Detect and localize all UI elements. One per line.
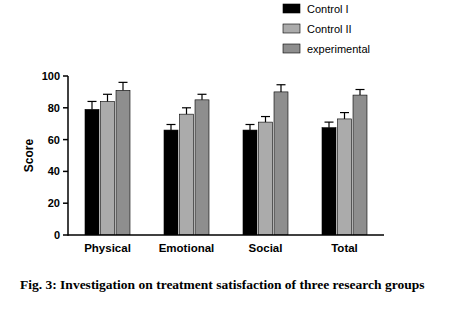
error-cap (182, 107, 191, 108)
error-stem (359, 90, 360, 96)
legend: Control I Control II experimental (283, 3, 370, 55)
error-stem (201, 94, 202, 100)
y-tick-label: 80 (48, 102, 60, 114)
y-tick (63, 202, 68, 204)
x-axis (68, 234, 384, 236)
bar (195, 100, 209, 235)
legend-swatch (283, 4, 300, 13)
y-tick-label: 0 (54, 229, 60, 241)
y-axis (67, 76, 69, 236)
error-cap (356, 89, 365, 90)
error-stem (249, 124, 250, 130)
error-bar (340, 113, 349, 119)
bar (116, 90, 130, 235)
y-tick (63, 234, 68, 236)
error-cap (246, 124, 255, 125)
error-cap (340, 112, 349, 113)
error-stem (107, 94, 108, 101)
legend-swatch (283, 24, 300, 33)
bar (274, 92, 288, 235)
y-tick-label: 100 (42, 70, 60, 82)
legend-label: Control II (307, 23, 352, 35)
x-tick-label: Physical (84, 242, 131, 254)
error-bar (261, 117, 270, 123)
error-bar (103, 94, 112, 101)
error-bar (167, 124, 176, 130)
error-bar (356, 90, 365, 96)
error-stem (186, 108, 187, 114)
y-tick-label: 60 (48, 134, 60, 146)
error-stem (265, 117, 266, 123)
error-cap (325, 122, 334, 123)
bar (180, 114, 194, 235)
bar (338, 119, 352, 235)
error-cap (167, 124, 176, 125)
error-stem (91, 101, 92, 109)
legend-label: Control I (307, 3, 349, 15)
y-tick-label: 40 (48, 165, 60, 177)
error-bar (325, 122, 334, 128)
error-stem (280, 85, 281, 92)
error-stem (344, 113, 345, 119)
bar (259, 122, 273, 235)
legend-label: experimental (307, 43, 370, 55)
x-tick-label: Social (249, 242, 283, 254)
error-cap (261, 116, 270, 117)
error-cap (277, 84, 286, 85)
error-bar (88, 101, 97, 109)
bar (101, 101, 115, 235)
bar (85, 109, 99, 235)
x-tick-label: Emotional (159, 242, 215, 254)
bars (85, 82, 367, 235)
error-stem (122, 82, 123, 90)
error-bar (182, 108, 191, 114)
y-tick (63, 171, 68, 173)
y-tick (63, 107, 68, 109)
error-stem (328, 122, 329, 128)
chart: 0 20 40 60 80 100 Physical Emotional Social Total… (0, 0, 451, 320)
error-bar (277, 85, 286, 92)
error-cap (88, 101, 97, 102)
error-stem (170, 124, 171, 130)
x-tick-label: Total (331, 242, 358, 254)
error-bar (246, 124, 255, 130)
legend-swatch (283, 44, 300, 53)
y-tick (63, 139, 68, 141)
bar (322, 128, 336, 235)
error-bar (198, 94, 207, 100)
y-tick (63, 75, 68, 77)
bar (243, 130, 257, 235)
y-tick-label: 20 (48, 197, 60, 209)
bar (164, 130, 178, 235)
bar (353, 95, 367, 235)
error-cap (119, 82, 128, 83)
error-cap (198, 94, 207, 95)
error-bar (119, 82, 128, 90)
error-cap (103, 94, 112, 95)
y-axis-label: Score (22, 139, 36, 173)
caption: Fig. 3: Investigation on treatment satis… (20, 276, 430, 294)
